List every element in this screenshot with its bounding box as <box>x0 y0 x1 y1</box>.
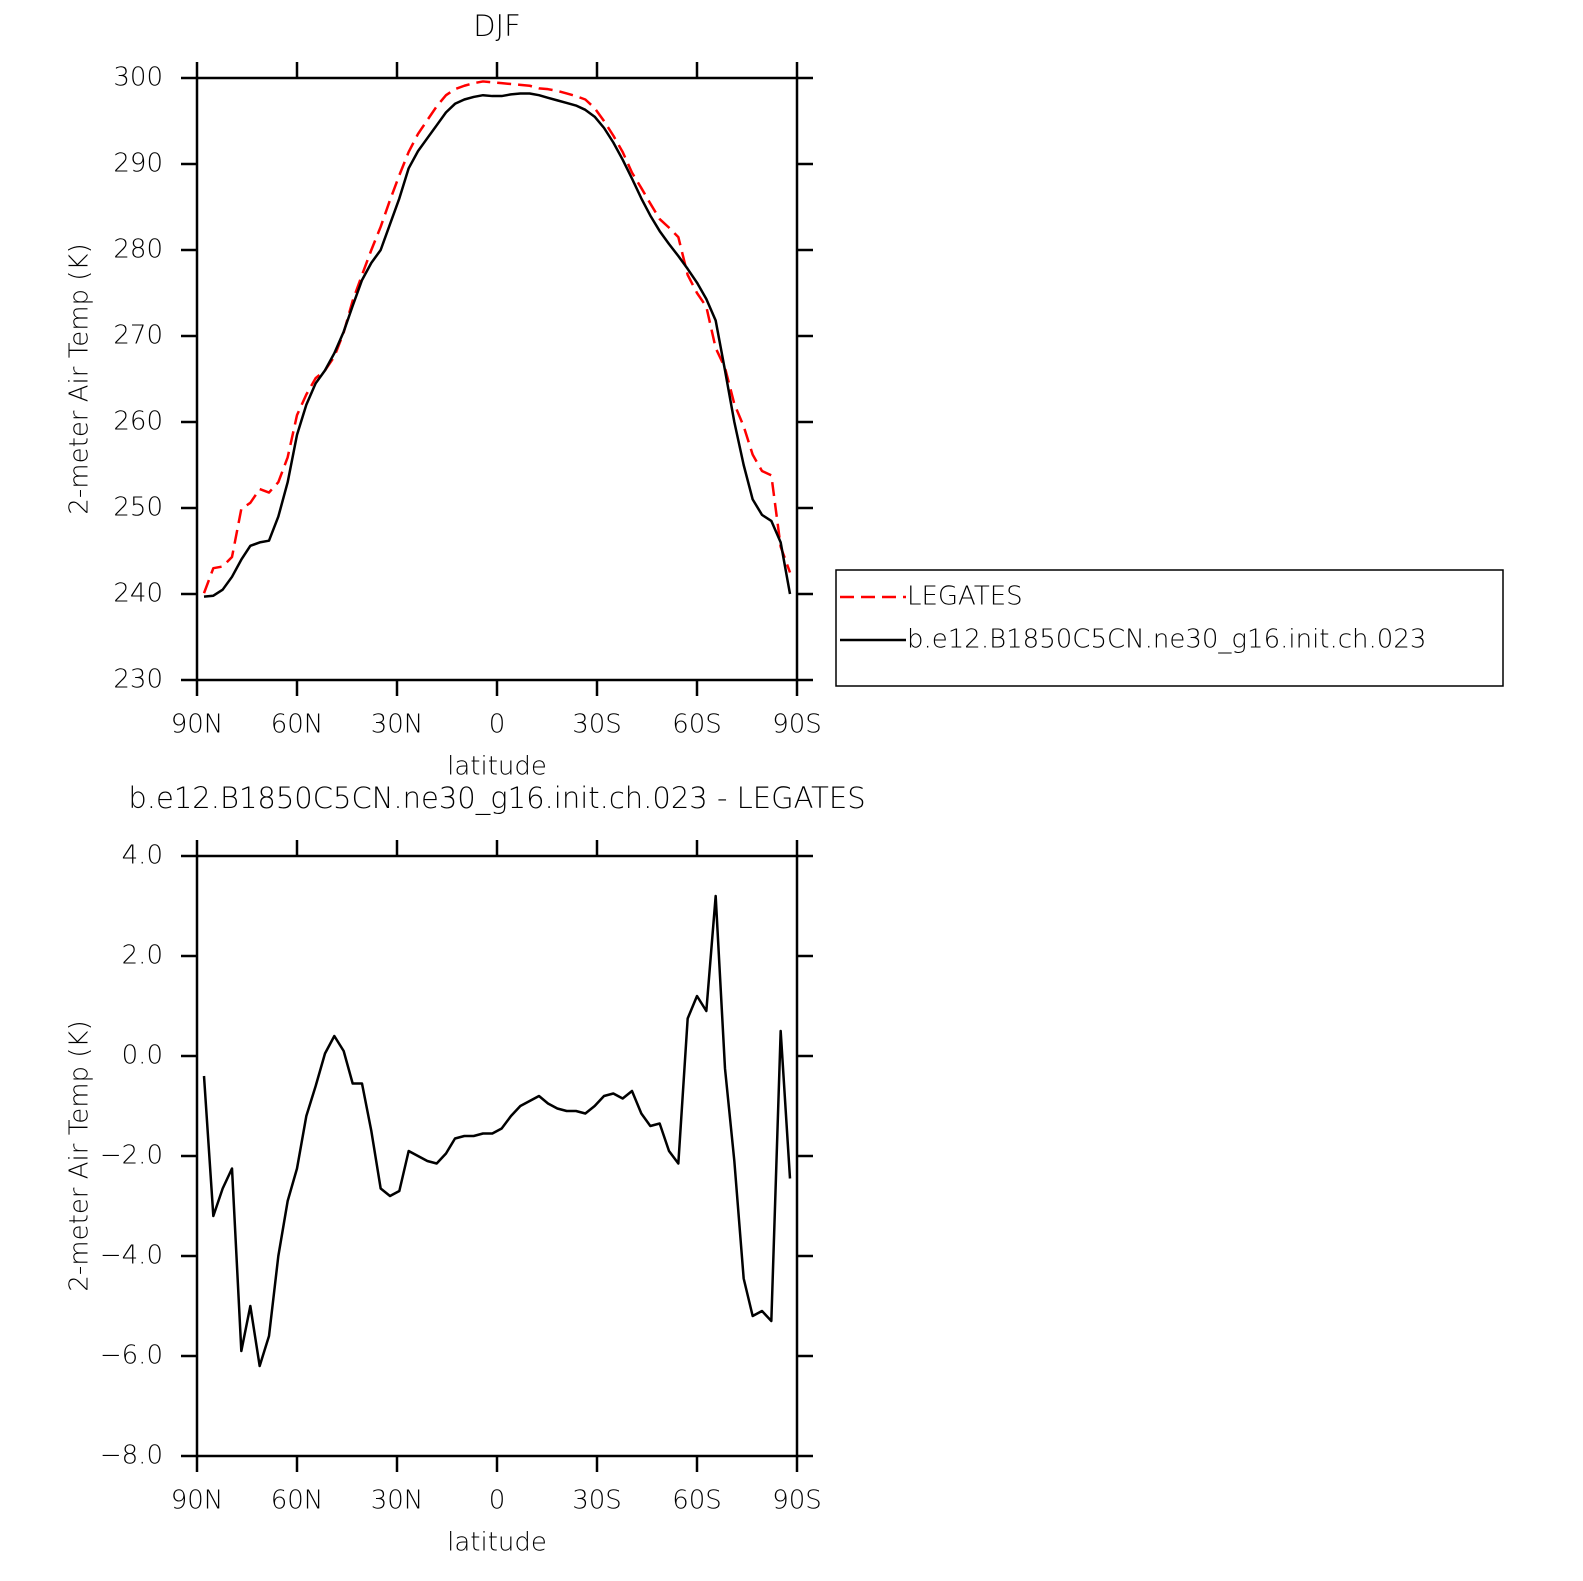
x-tick-label: 30N <box>371 710 424 740</box>
data-line <box>203 92 792 598</box>
x-tick-label: 0 <box>489 710 506 740</box>
y-tick-label: 270 <box>113 321 163 351</box>
x-tick-label: 60N <box>271 1486 324 1516</box>
data-line <box>202 80 792 594</box>
x-tick-label: 0 <box>489 1486 506 1516</box>
x-tick-label: 90S <box>772 710 822 740</box>
y-tick-label: 260 <box>113 407 163 437</box>
y-tick-label: 2.0 <box>122 941 163 971</box>
x-tick-label: 30S <box>572 1486 622 1516</box>
y-tick-label: 4.0 <box>122 841 163 871</box>
y-tick-label: −6.0 <box>100 1341 163 1371</box>
x-tick-label: 30N <box>371 1486 424 1516</box>
y-tick-label: 300 <box>113 63 163 93</box>
x-axis-label: latitude <box>447 752 547 782</box>
y-tick-label: 230 <box>113 665 163 695</box>
data-line <box>202 894 792 1368</box>
y-tick-label: −8.0 <box>100 1441 163 1471</box>
y-tick-label: 240 <box>113 579 163 609</box>
x-tick-label: 60N <box>271 710 324 740</box>
y-tick-label: −2.0 <box>100 1141 163 1171</box>
chart-title: b.e12.B1850C5CN.ne30_g16.init.ch.023 - L… <box>128 781 865 816</box>
plot-frame <box>195 854 799 1458</box>
legend-label: LEGATES <box>907 582 1023 612</box>
y-tick-label: 290 <box>113 149 163 179</box>
x-tick-label: 90N <box>171 1486 224 1516</box>
x-tick-label: 60S <box>672 710 722 740</box>
y-tick-label: −4.0 <box>100 1241 163 1271</box>
y-tick-label: 250 <box>113 493 163 523</box>
plot-frame <box>195 76 799 682</box>
legend-label: b.e12.B1850C5CN.ne30_g16.init.ch.023 <box>907 625 1426 655</box>
y-axis-label: 2-meter Air Temp (K) <box>65 1020 95 1291</box>
chart-title: DJF <box>473 9 521 43</box>
y-axis-label: 2-meter Air Temp (K) <box>65 243 95 514</box>
x-tick-label: 60S <box>672 1486 722 1516</box>
x-axis-label: latitude <box>447 1528 547 1558</box>
x-tick-label: 90S <box>772 1486 822 1516</box>
x-tick-label: 30S <box>572 710 622 740</box>
legend-box <box>835 569 1504 687</box>
y-tick-label: 280 <box>113 235 163 265</box>
y-tick-label: 0.0 <box>122 1041 163 1071</box>
x-tick-label: 90N <box>171 710 224 740</box>
